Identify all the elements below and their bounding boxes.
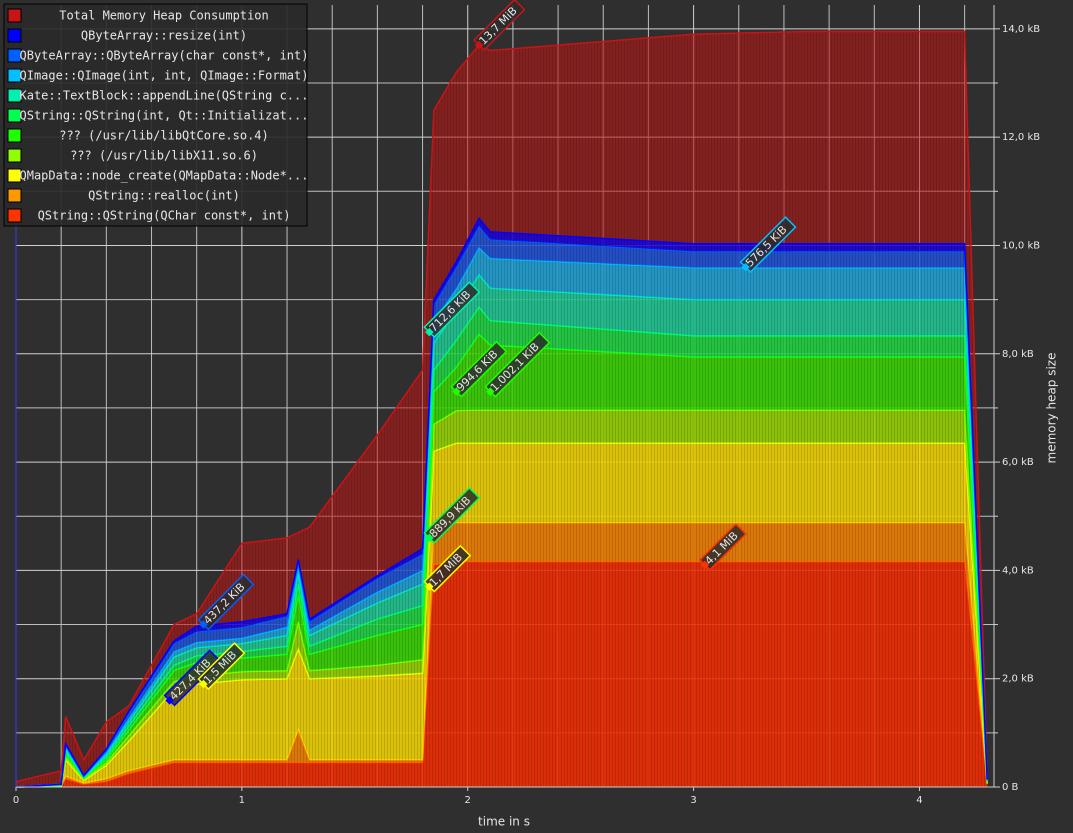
legend-swatch <box>7 168 22 183</box>
y-tick-label: 8,0 kB <box>1002 349 1034 360</box>
legend-swatch <box>7 208 22 223</box>
legend-label: QImage::QImage(int, int, QImage::Format) <box>20 69 309 83</box>
annotation-marker <box>425 533 434 543</box>
legend: Total Memory Heap Consumption QByteArray:… <box>3 3 309 227</box>
annotation-marker <box>741 262 750 272</box>
annotation-marker <box>425 582 434 591</box>
y-tick-label: 12,0 kB <box>1002 132 1040 143</box>
x-tick-label: 3 <box>690 795 696 806</box>
annotation-marker <box>474 40 484 50</box>
legend-swatch <box>7 48 22 63</box>
annotation-marker <box>700 560 710 570</box>
areas <box>15 30 988 788</box>
legend-label: QByteArray::resize(int) <box>81 29 247 43</box>
series-hatch <box>16 522 988 787</box>
y-tick-label: 6,0 kB <box>1002 457 1034 468</box>
axes: 0 1 2 3 4 0 B 2,0 kB 4,0 kB 6,0 kB 8,0 kB 10,0 kB 1… <box>13 5 1040 806</box>
legend-label: QString::QString(int, Qt::Initializat... <box>20 109 309 123</box>
series-hatch <box>16 274 988 787</box>
legend-swatch <box>7 8 22 23</box>
series-hatch <box>16 561 988 787</box>
y-tick-label: 2,0 kB <box>1002 674 1034 685</box>
y-axis-title: memory heap size <box>1045 353 1059 464</box>
x-tick-label: 2 <box>465 795 471 806</box>
legend-swatch <box>7 108 22 123</box>
legend-label: QString::QString(QChar const*, int) <box>38 209 291 223</box>
series-hatch <box>16 443 988 787</box>
series-hatch <box>16 334 988 787</box>
annotation-marker <box>486 387 495 396</box>
legend-label: Total Memory Heap Consumption <box>59 9 269 23</box>
legend-swatch <box>7 188 22 203</box>
total-line <box>15 30 988 783</box>
annotation-marker <box>452 387 461 396</box>
legend-label: ??? (/usr/lib/libX11.so.6) <box>70 149 258 163</box>
legend-label: QByteArray::QByteArray(char const*, int) <box>20 49 309 63</box>
legend-swatch <box>7 68 22 83</box>
legend-swatch <box>7 148 22 163</box>
legend-box <box>3 3 308 227</box>
series-hatch <box>16 307 988 787</box>
legend-swatch <box>7 88 22 103</box>
legend-label: ??? (/usr/lib/libQtCore.so.4) <box>59 129 269 143</box>
x-axis-title: time in s <box>478 815 530 829</box>
legend-label: QString::realloc(int) <box>88 189 240 203</box>
annotation-marker <box>425 327 434 337</box>
legend-label: QMapData::node_create(QMapData::Node*... <box>20 169 309 183</box>
y-tick-label: 10,0 kB <box>1002 240 1040 251</box>
y-tick-label: 4,0 kB <box>1002 565 1034 576</box>
legend-label: Kate::TextBlock::appendLine(QString c... <box>20 89 309 103</box>
y-tick-label: 0 B <box>1002 782 1019 793</box>
x-tick-label: 4 <box>916 795 922 806</box>
series-line <box>15 217 988 788</box>
y-tick-label: 14,0 kB <box>1002 24 1040 35</box>
legend-swatch <box>7 128 22 143</box>
legend-swatch <box>7 28 22 43</box>
x-tick-label: 1 <box>239 795 245 806</box>
x-tick-label: 0 <box>13 795 19 806</box>
